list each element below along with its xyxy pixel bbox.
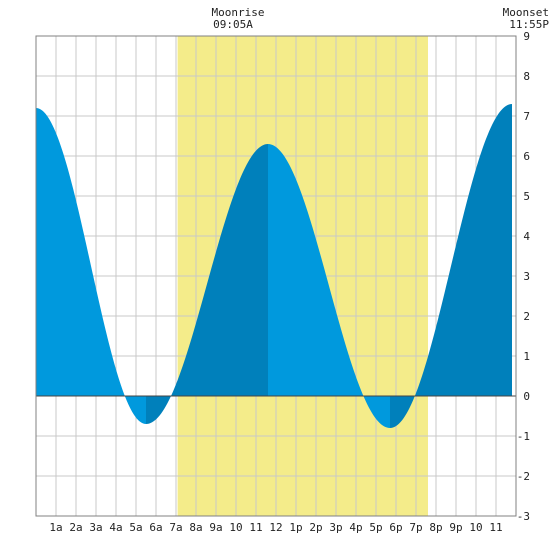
x-tick-label: 1p	[289, 521, 302, 534]
x-tick-label: 3a	[89, 521, 102, 534]
x-tick-label: 11	[489, 521, 502, 534]
plot-border	[35, 35, 517, 517]
y-tick-label: -1	[517, 430, 530, 443]
x-tick-label: 10	[469, 521, 482, 534]
y-tick-label: 4	[523, 230, 530, 243]
y-tick-label: 7	[523, 110, 530, 123]
x-tick-label: 3p	[329, 521, 342, 534]
y-tick-label: 3	[523, 270, 530, 283]
moonset-label: Moonset	[503, 6, 549, 19]
moonset-time: 11:55P	[509, 18, 549, 31]
x-tick-label: 5a	[129, 521, 142, 534]
x-tick-label: 11	[249, 521, 262, 534]
x-tick-label: 12	[269, 521, 282, 534]
tide-area-rising	[390, 104, 512, 428]
x-tick-label: 8a	[189, 521, 202, 534]
y-tick-label: 9	[523, 30, 530, 43]
moonrise-time: 09:05A	[213, 18, 253, 31]
tide-area-falling	[36, 108, 146, 424]
x-tick-label: 4p	[349, 521, 362, 534]
x-tick-label: 9a	[209, 521, 222, 534]
moonrise-label: Moonrise	[212, 6, 265, 19]
x-tick-label: 5p	[369, 521, 382, 534]
y-tick-label: -2	[517, 470, 530, 483]
x-tick-label: 7a	[169, 521, 182, 534]
x-tick-label: 9p	[449, 521, 462, 534]
x-tick-label: 2a	[69, 521, 82, 534]
x-tick-label: 1a	[49, 521, 62, 534]
x-tick-label: 6a	[149, 521, 162, 534]
x-tick-label: 7p	[409, 521, 422, 534]
y-tick-label: 0	[523, 390, 530, 403]
y-tick-label: 8	[523, 70, 530, 83]
x-tick-label: 8p	[429, 521, 442, 534]
x-tick-label: 2p	[309, 521, 322, 534]
y-tick-label: 5	[523, 190, 530, 203]
y-tick-label: 6	[523, 150, 530, 163]
tide-area-rising	[146, 144, 268, 424]
x-tick-label: 10	[229, 521, 242, 534]
tide-area-falling	[268, 144, 390, 428]
y-tick-label: 1	[523, 350, 530, 363]
x-tick-label: 6p	[389, 521, 402, 534]
x-tick-label: 4a	[109, 521, 122, 534]
y-tick-label: 2	[523, 310, 530, 323]
y-tick-label: -3	[517, 510, 530, 523]
